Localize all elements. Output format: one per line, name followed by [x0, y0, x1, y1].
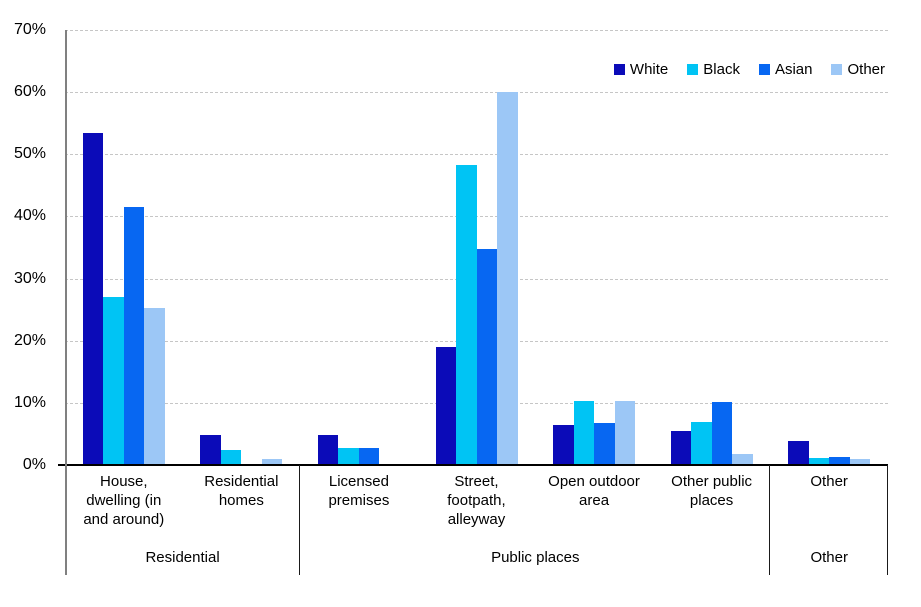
- bar-white-cat6: [670, 430, 692, 465]
- category-label-2: Residential homes: [204, 473, 279, 509]
- bar-black-cat5: [573, 400, 595, 465]
- gridline-60pct: [65, 92, 888, 94]
- group-label-other: Other: [810, 549, 848, 566]
- category-label-5: Open outdoor area: [548, 473, 640, 509]
- y-tick-label-60: 60%: [13, 83, 46, 101]
- legend-swatch-other: [831, 64, 843, 75]
- bar-asian-cat6: [711, 402, 733, 465]
- bar-black-cat4: [456, 164, 477, 465]
- group-label-public-places: Public places: [491, 549, 580, 566]
- legend-item-asian: Asian: [758, 61, 813, 78]
- bar-other-cat7: [849, 458, 871, 465]
- bar-black-cat1: [103, 297, 124, 465]
- y-tick-label-0: 0%: [22, 456, 46, 473]
- legend-swatch-white: [613, 64, 625, 75]
- gridline-70pct: [65, 30, 888, 31]
- bar-white-cat7: [788, 440, 809, 465]
- bar-asian-cat4: [476, 248, 497, 465]
- legend-label-black: Black: [703, 61, 740, 78]
- bar-asian-cat1: [123, 207, 145, 465]
- y-tick-label-30: 30%: [13, 269, 46, 287]
- bar-white-cat3: [317, 434, 339, 465]
- legend-item-white: White: [613, 61, 669, 78]
- gridline-50pct: [65, 154, 888, 156]
- bar-other-cat2: [261, 459, 283, 465]
- bar-asian-cat7: [829, 456, 850, 465]
- bar-black-cat6: [691, 422, 712, 465]
- bar-white-cat2: [200, 435, 221, 465]
- bar-white-cat5: [553, 424, 574, 465]
- legend-swatch-asian: [758, 64, 770, 75]
- legend-label-other: Other: [847, 61, 885, 78]
- category-label-7: Other: [810, 473, 848, 490]
- bar-black-cat7: [808, 458, 830, 465]
- category-label-1: House, dwelling (in and around): [83, 473, 165, 528]
- x-axis-baseline: [58, 464, 888, 466]
- bar-other-cat6: [732, 453, 753, 465]
- category-label-row: House, dwelling (in and around) Residenti…: [65, 465, 888, 529]
- legend-label-white: White: [629, 61, 669, 78]
- category-label-6: Other public places: [671, 473, 753, 509]
- group-divider-1: [299, 465, 300, 575]
- group-divider-2: [769, 465, 770, 575]
- legend: White Black Asian Other: [613, 61, 885, 78]
- gridline-40pct: [65, 216, 888, 218]
- y-tick-label-40: 40%: [13, 207, 46, 225]
- y-tick-label-20: 20%: [13, 331, 46, 349]
- legend-label-asian: Asian: [774, 61, 813, 78]
- y-tick-label-10: 10%: [13, 393, 46, 411]
- category-label-3: Licensed premises: [328, 473, 390, 509]
- y-tick-label-70: 70%: [13, 21, 46, 38]
- bar-asian-cat5: [594, 422, 615, 465]
- bar-other-cat5: [614, 400, 636, 465]
- category-label-4: Street, footpath, alleyway: [447, 473, 506, 528]
- legend-item-black: Black: [687, 61, 740, 78]
- bar-asian-cat3: [358, 448, 380, 465]
- bar-other-cat4: [497, 92, 518, 465]
- legend-item-other: Other: [831, 61, 885, 78]
- bar-black-cat3: [338, 448, 359, 465]
- y-tick-label-50: 50%: [13, 145, 46, 163]
- bar-other-cat1: [144, 307, 165, 465]
- group-label-residential: Residential: [145, 549, 220, 566]
- y-axis-line: [65, 30, 67, 575]
- group-divider-3: [887, 465, 888, 575]
- bar-white-cat4: [435, 346, 456, 465]
- category-label-area: House, dwelling (in and around) Residenti…: [65, 465, 888, 575]
- bar-white-cat1: [82, 132, 104, 465]
- legend-swatch-black: [687, 64, 699, 75]
- bar-black-cat2: [220, 450, 242, 465]
